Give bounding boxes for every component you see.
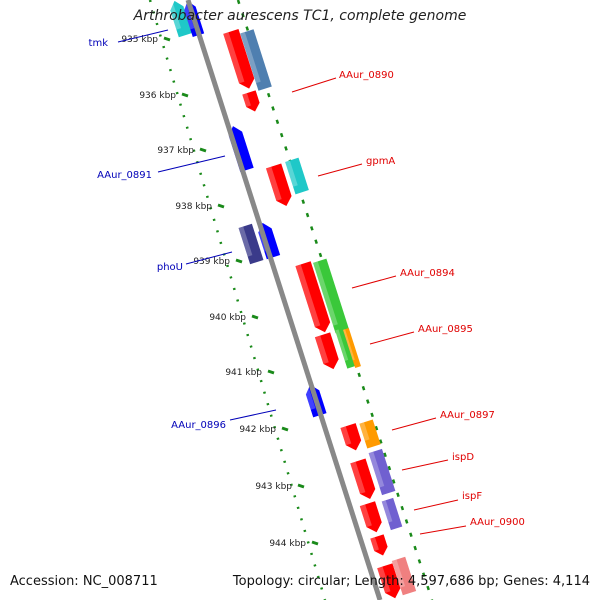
kbp-major-tick <box>163 36 171 42</box>
kbp-major-tick <box>251 314 259 320</box>
gene-aaur-0895-red <box>314 332 339 370</box>
kbp-label: 941 kbp <box>225 368 262 378</box>
gene-label-right[interactable]: gpmA <box>366 156 395 167</box>
gene-label-leader <box>351 275 397 289</box>
kbp-major-tick <box>181 92 189 98</box>
gene-label-right[interactable]: AAur_0890 <box>339 70 394 81</box>
genome-backbone <box>185 0 383 600</box>
kbp-label: 936 kbp <box>139 91 176 101</box>
gene-aaur-0895 <box>343 328 361 368</box>
gene-aaur-0894-red <box>295 261 331 333</box>
gene-aaur-0890-a <box>223 28 255 89</box>
gene-label-right[interactable]: AAur_0900 <box>470 517 525 528</box>
gene-phou-navy <box>238 223 264 265</box>
gene-aaur-0890-c <box>242 90 260 112</box>
gene-track <box>167 0 417 599</box>
gene-label-right[interactable]: AAur_0897 <box>440 410 495 421</box>
kbp-scale-labels: 935 kbp 936 kbp 937 kbp 938 kbp 939 kbp 940 k… <box>121 35 319 549</box>
gene-aaur-0895-green <box>335 327 357 369</box>
map-title: Arthrobacter aurescens TC1, complete gen… <box>133 8 467 24</box>
gene-label-right[interactable]: ispD <box>452 452 474 463</box>
gene-label-leader <box>185 251 233 265</box>
gene-gpma-cyan <box>285 157 309 195</box>
kbp-label: 935 kbp <box>121 35 158 45</box>
gene-ispf <box>359 501 382 533</box>
gene-label-leader <box>391 417 437 431</box>
gene-ispf-purple <box>381 497 403 531</box>
accession-text: Accession: NC_008711 <box>10 574 158 589</box>
gene-label-right[interactable]: AAur_0894 <box>400 268 455 279</box>
gene-label-right[interactable]: AAur_0895 <box>418 324 473 335</box>
kbp-major-tick <box>281 426 289 432</box>
gene-ispd <box>350 458 376 500</box>
kbp-label: 943 kbp <box>255 482 292 492</box>
gene-aaur-0894 <box>313 258 349 334</box>
gene-gpma <box>265 163 292 207</box>
kbp-label: 940 kbp <box>209 313 246 323</box>
gene-label-leader <box>229 409 277 421</box>
gene-label-leader <box>401 459 449 471</box>
gene-label-left[interactable]: phoU <box>157 262 183 273</box>
gene-label-right[interactable]: ispF <box>462 491 482 502</box>
gene-aaur-0897 <box>359 419 381 449</box>
kbp-label: 944 kbp <box>269 539 306 549</box>
kbp-major-tick <box>217 203 225 209</box>
gene-tmk <box>167 0 193 38</box>
scale-dotted-track <box>148 0 434 600</box>
gene-aaur-0897-red <box>340 423 362 451</box>
kbp-label: 937 kbp <box>157 146 194 156</box>
gene-label-left[interactable]: tmk <box>89 38 109 49</box>
kbp-major-tick <box>235 258 243 264</box>
gene-label-leader <box>291 77 337 93</box>
kbp-label: 942 kbp <box>239 425 276 435</box>
kbp-label: 939 kbp <box>193 257 230 267</box>
gene-label-leader <box>419 525 467 535</box>
topology-text: Topology: circular; Length: 4,597,686 bp… <box>232 574 590 589</box>
gene-label-leader <box>413 499 459 511</box>
gene-aaur-0900-b <box>377 563 401 599</box>
gene-pink <box>391 556 417 596</box>
kbp-label: 938 kbp <box>175 202 212 212</box>
gene-ispd-purple <box>368 448 396 496</box>
gene-label-leader <box>157 155 226 173</box>
kbp-major-tick <box>297 483 305 489</box>
left-dotted-track <box>148 0 327 600</box>
gene-label-left[interactable]: AAur_0891 <box>97 170 152 181</box>
kbp-major-tick <box>199 147 207 153</box>
kbp-major-tick <box>267 369 275 375</box>
kbp-major-tick <box>311 540 319 546</box>
gene-aaur-0890-b <box>240 29 272 91</box>
gene-label-leader <box>369 331 415 345</box>
gene-label-left[interactable]: AAur_0896 <box>171 420 226 431</box>
gene-label-leader <box>317 163 363 177</box>
gene-labels: tmk AAur_0891 phoU AAur_0896 AAur_0890 gpmA AA… <box>89 29 525 535</box>
gene-label-leader <box>117 29 169 43</box>
gene-aaur-0900 <box>370 534 388 556</box>
